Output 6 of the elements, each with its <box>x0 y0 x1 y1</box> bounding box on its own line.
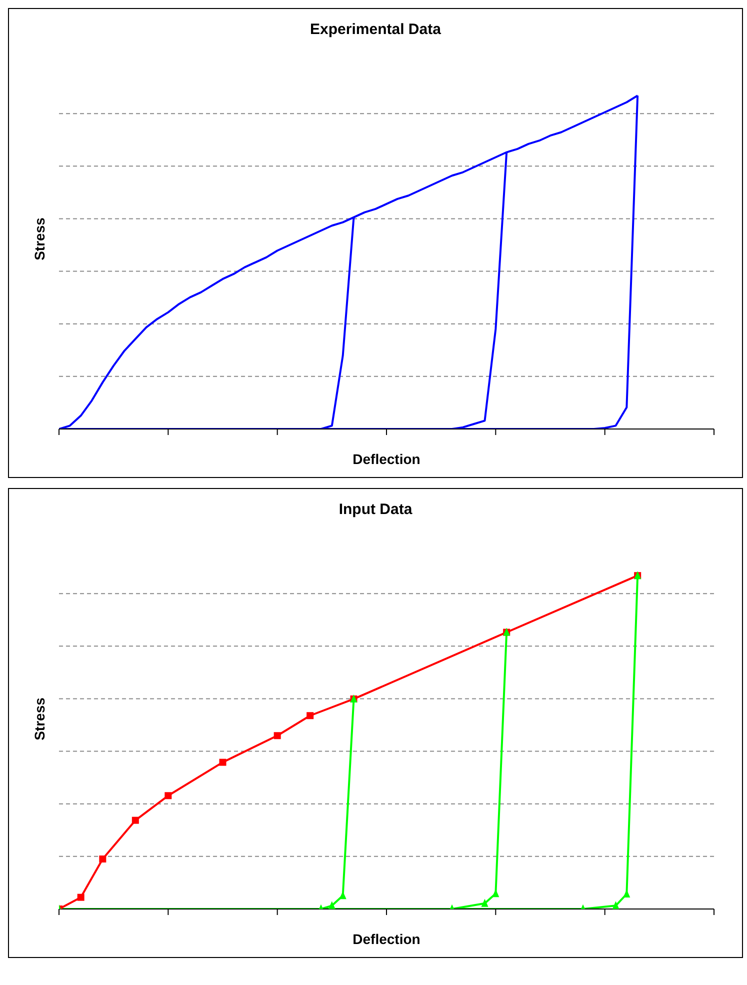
y-axis-title: Stress <box>31 698 47 740</box>
chart-title: Input Data <box>338 500 414 520</box>
y-axis-title: Stress <box>31 218 47 260</box>
x-axis-title: Deflection <box>352 931 420 947</box>
chart-title: Experimental Data <box>309 20 442 40</box>
x-axis-title: Deflection <box>352 451 420 467</box>
